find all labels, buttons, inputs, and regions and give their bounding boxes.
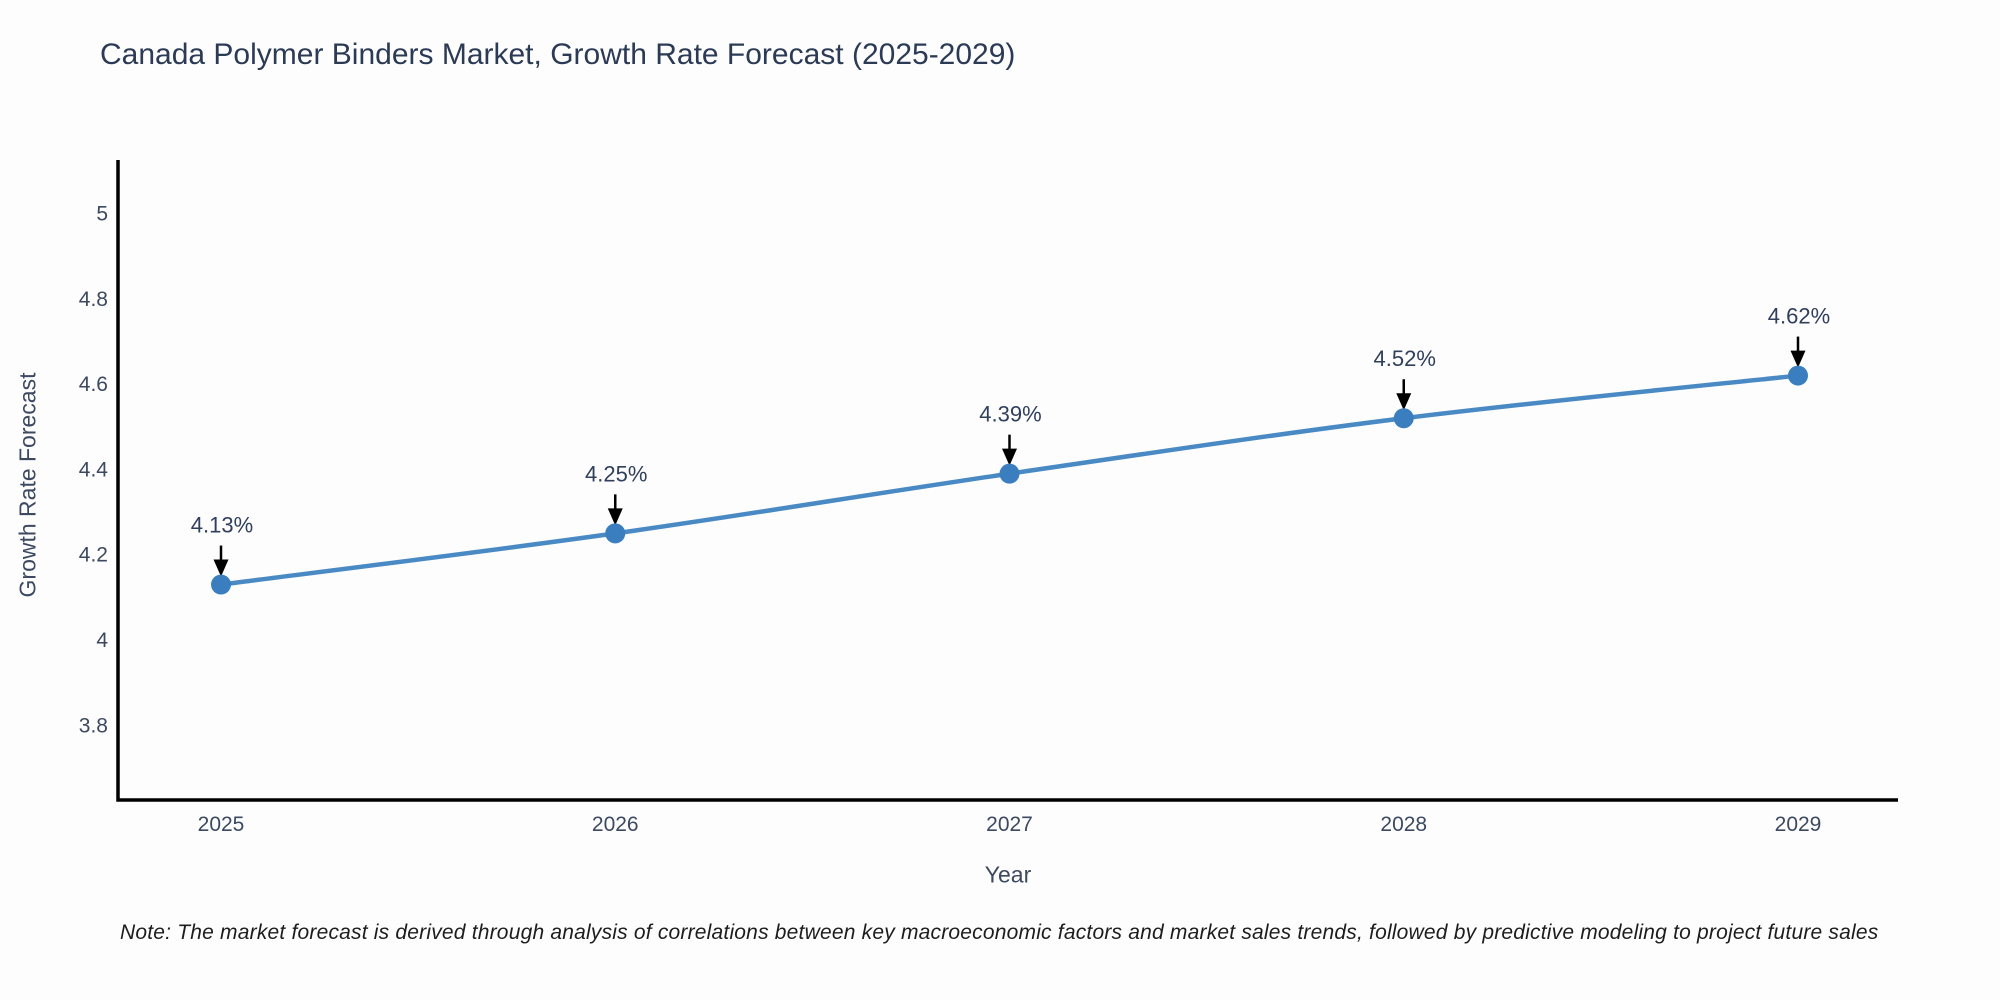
y-tick-label: 4.4	[79, 458, 109, 481]
data-point-2029[interactable]	[1788, 365, 1808, 386]
x-tick-label: 2025	[198, 813, 245, 836]
x-axis-label: Year	[984, 861, 1032, 888]
point-value-label: 4.62%	[1768, 304, 1830, 329]
y-tick-label: 4	[96, 629, 108, 652]
point-value-label: 4.25%	[585, 461, 647, 486]
annotation-arrowhead	[1790, 350, 1806, 368]
y-tick-label: 4.2	[79, 544, 108, 567]
data-point-2028[interactable]	[1393, 408, 1414, 429]
point-value-label: 4.39%	[979, 402, 1041, 427]
y-axis-label: Growth Rate Forecast	[14, 372, 41, 598]
x-tick-label: 2027	[986, 813, 1033, 836]
y-tick-label: 4.6	[79, 373, 108, 396]
y-tick-label: 4.8	[79, 288, 108, 311]
chart-title: Canada Polymer Binders Market, Growth Ra…	[100, 38, 1016, 71]
x-tick-label: 2029	[1775, 813, 1822, 836]
data-point-2026[interactable]	[605, 523, 626, 544]
y-tick-label: 5	[96, 203, 108, 226]
annotation-arrowhead	[607, 508, 623, 526]
point-value-label: 4.52%	[1374, 346, 1436, 371]
annotation-arrowhead	[1396, 393, 1412, 411]
footnote: Note: The market forecast is derived thr…	[120, 921, 1879, 944]
data-point-2027[interactable]	[999, 463, 1020, 484]
annotation-arrowhead	[1002, 448, 1017, 466]
point-value-label: 4.13%	[191, 513, 253, 538]
y-tick-label: 3.8	[79, 714, 108, 737]
x-tick-label: 2026	[592, 813, 639, 836]
annotation-arrowhead	[213, 559, 229, 577]
data-point-2025[interactable]	[211, 574, 231, 595]
x-tick-label: 2028	[1380, 813, 1427, 836]
axis-lines	[116, 160, 1898, 802]
